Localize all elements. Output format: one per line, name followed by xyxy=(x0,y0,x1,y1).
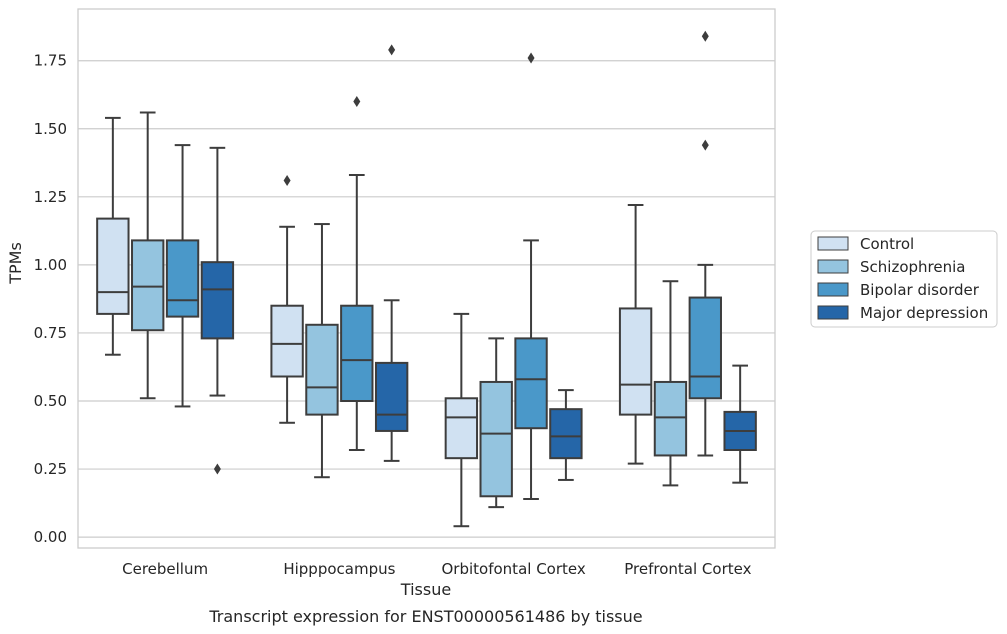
box-group xyxy=(305,223,339,479)
legend-swatch xyxy=(817,282,849,297)
box-groups xyxy=(96,30,757,528)
box-group xyxy=(723,364,757,484)
box xyxy=(270,304,304,378)
box-group xyxy=(96,116,130,356)
box-group xyxy=(131,111,165,400)
y-tick-label: 1.50 xyxy=(34,120,67,138)
y-axis-ticks: 0.00 0.25 0.50 0.75 1.00 1.25 1.50 1.75 xyxy=(34,52,67,546)
legend-label: Schizophrenia xyxy=(860,258,965,276)
legend-label: Bipolar disorder xyxy=(860,281,980,299)
x-tick-label: Cerebellum xyxy=(122,560,208,578)
x-tick-label: Prefrontal Cortex xyxy=(624,560,751,578)
box-group xyxy=(479,337,513,509)
box xyxy=(340,304,374,403)
y-tick-label: 0.00 xyxy=(34,528,67,546)
box xyxy=(96,217,130,315)
outlier-point xyxy=(353,96,361,108)
box xyxy=(305,323,339,416)
box-group xyxy=(200,146,235,475)
y-tick-label: 0.75 xyxy=(34,324,67,342)
x-axis-ticks: Cerebellum Hipppocampus Orbitofontal Corte… xyxy=(122,560,751,578)
box xyxy=(374,361,409,432)
plot-frame xyxy=(77,8,776,549)
box xyxy=(444,397,479,460)
box xyxy=(688,296,722,400)
outlier-point xyxy=(701,30,709,42)
outlier-point xyxy=(527,52,535,64)
box xyxy=(200,261,235,340)
box-group xyxy=(444,312,479,528)
y-tick-label: 1.75 xyxy=(34,52,67,70)
y-tick-label: 1.25 xyxy=(34,188,67,206)
legend: Control Schizophrenia Bipolar disorder Majo… xyxy=(810,230,998,328)
outlier-point xyxy=(213,463,221,475)
box-group xyxy=(165,144,200,408)
box-group xyxy=(549,389,583,481)
x-tick-label: Orbitofontal Cortex xyxy=(442,560,586,578)
outlier-point xyxy=(388,44,396,56)
legend-swatch xyxy=(817,305,849,320)
legend-label: Control xyxy=(860,235,914,253)
box-group xyxy=(618,204,653,465)
x-axis-label: Tissue xyxy=(400,580,451,599)
box-group xyxy=(340,96,374,451)
box-group xyxy=(688,30,722,457)
y-tick-label: 0.50 xyxy=(34,392,67,410)
legend-swatch xyxy=(817,236,849,251)
box-group xyxy=(514,52,548,500)
box xyxy=(549,408,583,460)
box xyxy=(131,239,165,332)
chart-caption: Transcript expression for ENST0000056148… xyxy=(208,607,642,626)
x-tick-label: Hipppocampus xyxy=(283,560,395,578)
box xyxy=(165,239,200,318)
box-group xyxy=(374,44,409,462)
outlier-point xyxy=(701,139,709,151)
legend-label: Major depression xyxy=(860,304,988,322)
box xyxy=(618,307,653,416)
y-axis-label: TPMs xyxy=(6,242,25,285)
y-tick-label: 0.25 xyxy=(34,460,67,478)
box xyxy=(653,380,688,457)
legend-frame xyxy=(810,230,998,328)
outlier-point xyxy=(283,175,291,186)
y-tick-label: 1.00 xyxy=(34,256,67,274)
box xyxy=(514,337,548,430)
box-group xyxy=(653,280,688,487)
box xyxy=(479,380,513,498)
legend-swatch xyxy=(817,259,849,274)
box-group xyxy=(270,175,304,424)
